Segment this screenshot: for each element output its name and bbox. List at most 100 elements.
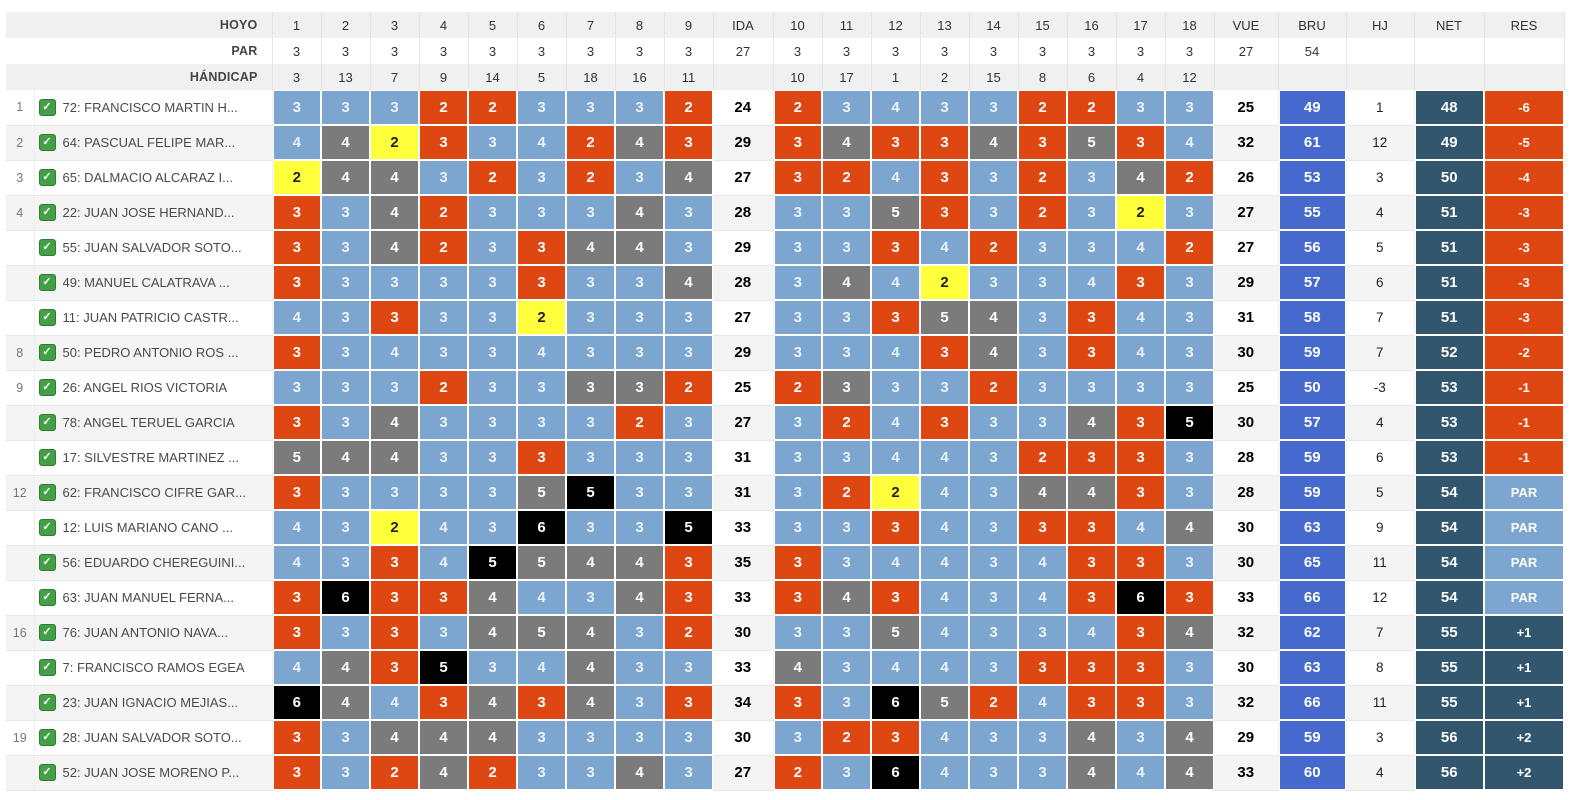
hole-7-score-value: 5 [567,476,614,509]
hole-17-score-value: 3 [1117,721,1164,754]
res-value: -4 [1484,160,1564,195]
hole-11-score-value: 3 [823,441,870,474]
bru-total: 53 [1278,160,1346,195]
vue-header: VUE [1214,12,1279,38]
hole-8-score: 3 [615,720,664,755]
hj-value: 1 [1346,90,1415,126]
player-checkbox-icon[interactable]: ✓ [38,98,56,116]
par-hole-2: 3 [321,38,371,64]
res-value-value: -1 [1485,406,1563,439]
hole-3-score: 4 [370,685,419,720]
hole-14-score-value: 2 [970,231,1017,264]
hole-14-score: 2 [969,370,1018,405]
hole-2-score-value: 4 [322,686,369,719]
res-value: -1 [1484,405,1564,440]
net-total: 51 [1414,230,1484,265]
hole-18-score: 4 [1165,755,1214,790]
player-checkbox-icon[interactable]: ✓ [38,729,56,746]
hole-10-score-value: 2 [774,91,821,124]
player-name-wrap: ✓ 72: FRANCISCO MARTIN H... [38,98,272,116]
bru-total-value: 59 [1279,336,1345,369]
par-res-empty [1484,38,1565,64]
hole-10-score-value: 2 [774,756,821,789]
hole-1-score-value: 3 [273,476,320,509]
hole-13-score-value: 5 [921,686,968,719]
position-cell: 8 [6,335,35,371]
hole-5-score-value: 5 [469,546,516,579]
hole-18-score: 3 [1165,545,1214,580]
hole-header-8: 8 [615,12,665,38]
hole-9-score-value: 5 [665,511,712,544]
player-checkbox-icon[interactable]: ✓ [38,554,56,571]
hole-13-score-value: 4 [921,511,968,544]
hole-13-score: 5 [920,300,969,335]
hole-10-score-value: 3 [774,511,821,544]
player-checkbox-icon[interactable]: ✓ [38,764,56,781]
player-name: 22: JUAN JOSE HERNAND... [62,205,235,220]
bru-total: 49 [1278,90,1346,125]
hole-5-score-value: 3 [469,126,516,159]
hole-13-score-value: 4 [921,616,968,649]
hole-4-score-value: 3 [420,406,467,439]
player-checkbox-icon[interactable]: ✓ [38,449,56,466]
hole-6-score: 5 [517,545,566,580]
position-cell: 9 [6,370,35,406]
hole-12-score-value: 4 [872,651,919,684]
hole-13-score-value: 3 [921,126,968,159]
hole-3-score-value: 3 [371,581,418,614]
player-row: 3 ✓ 65: DALMACIO ALCARAZ I... 2 4 4 3 2 3 2 3 4 27 3 2… [6,160,1564,196]
player-checkbox-icon[interactable]: ✓ [38,379,56,396]
player-checkbox-icon[interactable]: ✓ [38,414,56,431]
hole-14-score: 4 [969,335,1018,370]
player-checkbox-icon[interactable]: ✓ [38,344,56,361]
player-checkbox-icon[interactable]: ✓ [38,624,56,641]
hole-9-score-value: 3 [665,126,712,159]
hole-8-score: 3 [615,615,664,650]
hole-11-score: 3 [822,300,871,335]
hole-3-score-value: 4 [371,231,418,264]
player-row: ✓ 12: LUIS MARIANO CANO ... 4 3 2 4 3 6 3 3 5 33 3 3 3… [6,510,1564,546]
player-name-cell: ✓ 7: FRANCISCO RAMOS EGEA [34,650,273,686]
player-checkbox-icon[interactable]: ✓ [38,204,56,221]
player-name-cell: ✓ 22: JUAN JOSE HERNAND... [34,195,273,231]
player-checkbox-icon[interactable]: ✓ [38,589,56,606]
hole-10-score: 3 [773,265,822,300]
player-checkbox-icon[interactable]: ✓ [38,519,56,536]
ida-total: 29 [713,125,774,161]
hole-6-score: 3 [517,405,566,440]
hole-13-score-value: 3 [921,336,968,369]
player-checkbox-icon[interactable]: ✓ [38,309,56,326]
player-checkbox-icon[interactable]: ✓ [38,694,56,711]
hole-6-score-value: 5 [518,546,565,579]
hole-17-score: 4 [1116,755,1165,790]
par-hole-5: 3 [468,38,518,64]
par-hole-18: 3 [1165,38,1215,64]
player-checkbox-icon[interactable]: ✓ [38,134,56,151]
hole-9-score: 2 [664,615,713,650]
handicap-hole-14: 15 [969,64,1019,90]
hole-10-score: 3 [773,405,822,440]
hole-10-score: 3 [773,195,822,230]
net-total: 51 [1414,265,1484,300]
position-cell [6,755,35,791]
bru-total: 50 [1278,370,1346,405]
handicap-ida-empty [713,64,774,90]
header-row-par: PAR 3 3 3 3 3 3 3 3 3 27 3 3 3 3 3 3 3 3 3 27 54 [6,38,1565,64]
hole-5-score-value: 3 [469,371,516,404]
res-value-value: PAR [1485,581,1563,614]
hole-14-score: 3 [969,160,1018,195]
player-checkbox-icon[interactable]: ✓ [38,659,56,676]
hole-18-score-value: 3 [1166,336,1213,369]
hj-value: 6 [1346,440,1415,476]
hole-4-score-value: 4 [420,721,467,754]
hole-16-score-value: 4 [1068,756,1115,789]
hole-15-score-value: 2 [1019,441,1066,474]
player-checkbox-icon[interactable]: ✓ [38,484,56,501]
player-checkbox-icon[interactable]: ✓ [38,274,56,291]
player-checkbox-icon[interactable]: ✓ [38,239,56,256]
hole-6-score: 5 [517,475,566,510]
hole-17-score: 3 [1116,685,1165,720]
hole-10-score-value: 3 [774,441,821,474]
res-value: -1 [1484,370,1564,405]
player-checkbox-icon[interactable]: ✓ [38,169,56,186]
